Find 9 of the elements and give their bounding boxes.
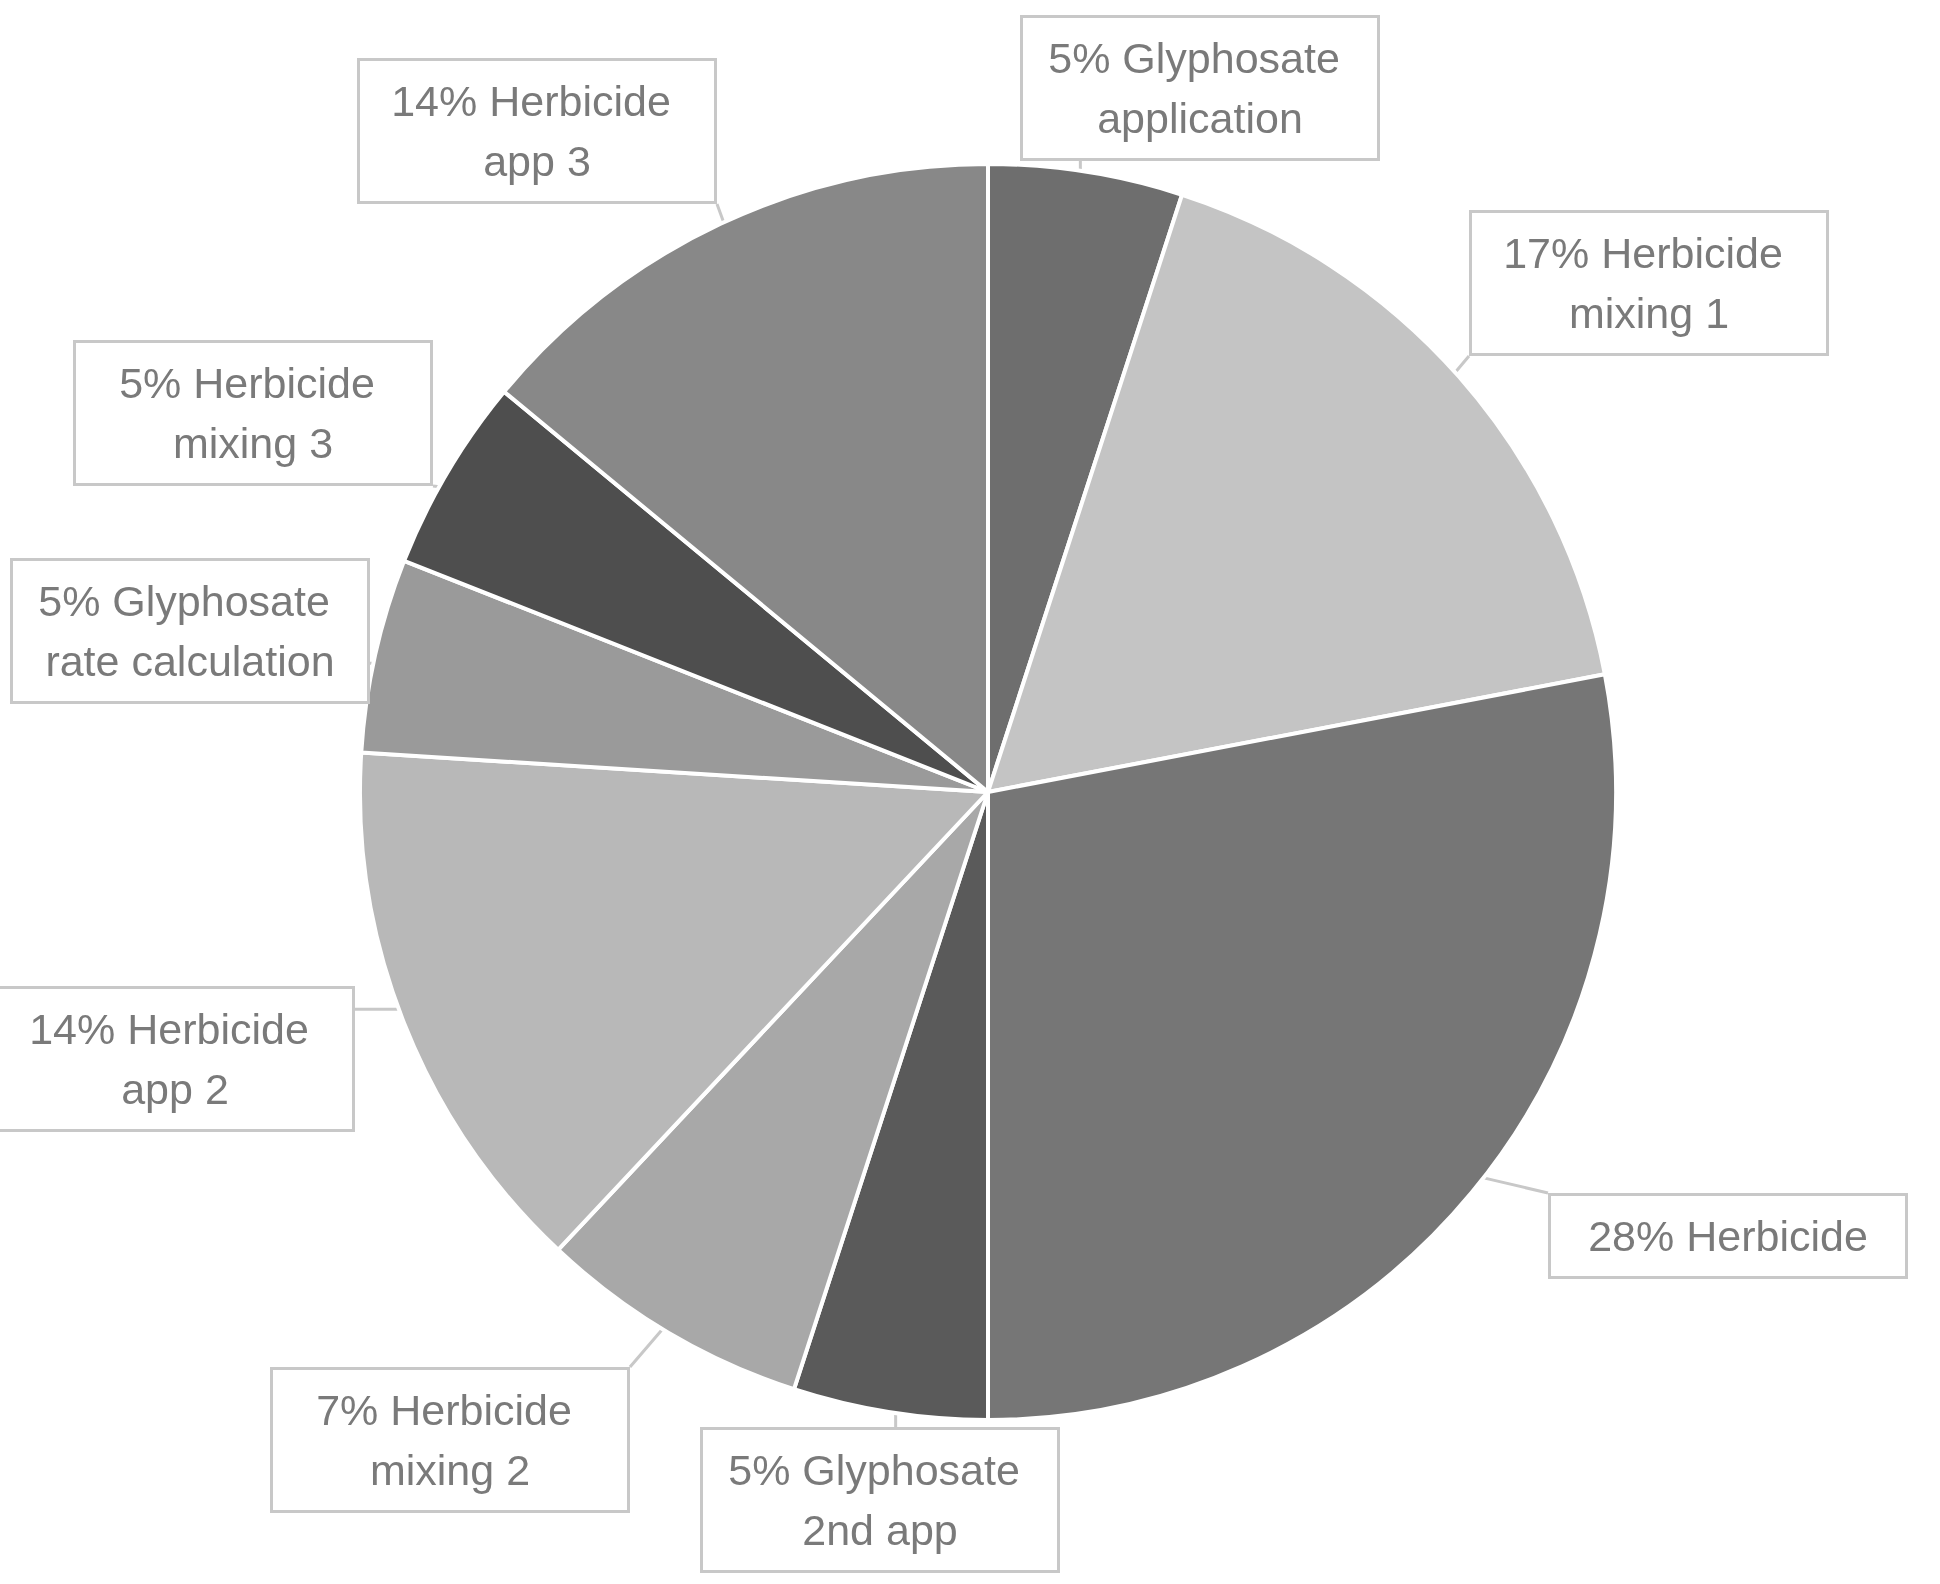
slice-label: 17% Herbicide mixing 1	[1503, 229, 1795, 337]
slice-label: 5% Glyphosate rate calculation	[38, 577, 342, 685]
slice-label: 5% Glyphosate 2nd app	[728, 1446, 1032, 1554]
slice-label: 28% Herbicide	[1588, 1212, 1868, 1260]
slice-label: 5% Herbicide mixing 3	[119, 359, 387, 467]
slice-label: 14% Herbicide app 2	[29, 1005, 321, 1113]
slice-label: 14% Herbicide app 3	[391, 77, 683, 185]
slice-label: 7% Herbicide mixing 2	[316, 1386, 584, 1494]
slice-label: 5% Glyphosate application	[1048, 34, 1352, 142]
